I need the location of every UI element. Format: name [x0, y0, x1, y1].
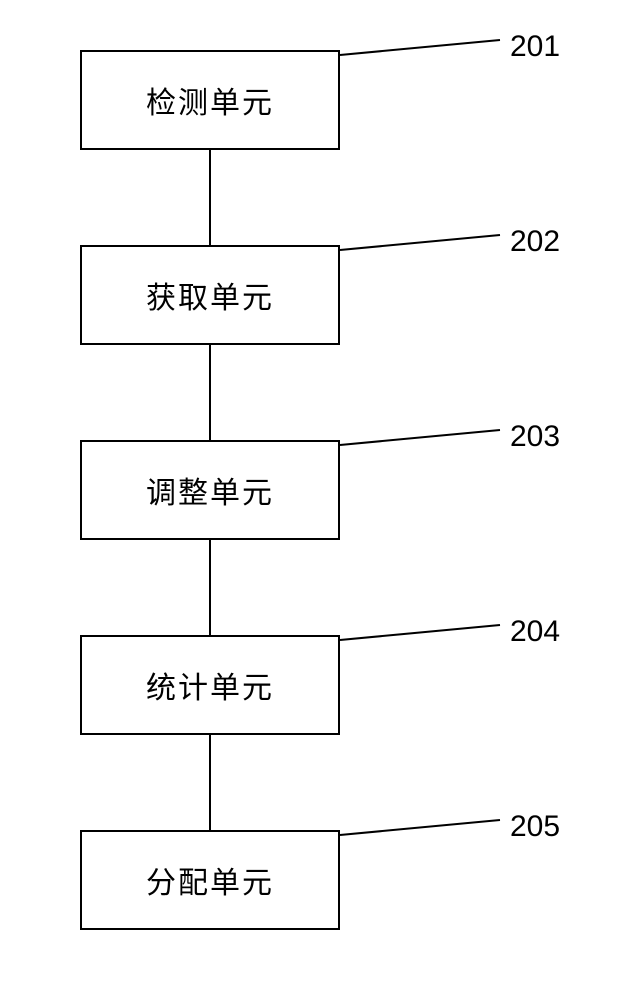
reference-number: 204 — [510, 615, 560, 649]
flowchart-node: 调整单元 — [80, 440, 340, 540]
vertical-connector — [209, 150, 211, 245]
flowchart-node: 检测单元 — [80, 50, 340, 150]
flowchart-node: 分配单元 — [80, 830, 340, 930]
reference-number: 201 — [510, 30, 560, 64]
node-label: 获取单元 — [146, 273, 274, 317]
node-label: 调整单元 — [146, 468, 274, 512]
vertical-connector — [209, 735, 211, 830]
reference-number: 203 — [510, 420, 560, 454]
flowchart-node: 获取单元 — [80, 245, 340, 345]
vertical-connector — [209, 540, 211, 635]
node-label: 检测单元 — [146, 78, 274, 122]
vertical-connector — [209, 345, 211, 440]
reference-number: 205 — [510, 810, 560, 844]
flowchart-node: 统计单元 — [80, 635, 340, 735]
node-label: 统计单元 — [146, 663, 274, 707]
reference-number: 202 — [510, 225, 560, 259]
node-label: 分配单元 — [146, 858, 274, 902]
